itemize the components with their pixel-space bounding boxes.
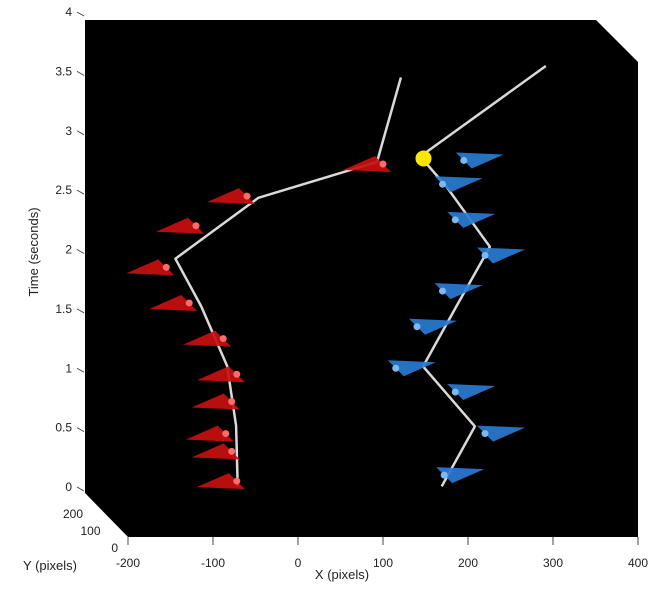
x-axis-label: X (pixels) (315, 567, 369, 582)
z-tick-label: 0.5 (55, 421, 72, 435)
z-tick (76, 367, 85, 373)
x-tick-label: 300 (543, 556, 563, 570)
orientation-marker (455, 152, 504, 169)
orientation-marker (387, 360, 436, 377)
position-point (162, 263, 170, 271)
position-point (439, 180, 446, 188)
position-point (185, 299, 193, 307)
orientation-marker (477, 425, 525, 442)
orientation-marker (191, 393, 240, 410)
x-tick-label: 100 (373, 556, 393, 570)
orientation-marker (343, 156, 391, 172)
orientation-marker (436, 467, 485, 484)
z-tick (76, 249, 85, 254)
orientation-marker (409, 318, 457, 335)
z-tick-label: 1.5 (55, 302, 72, 316)
series-group (387, 64, 547, 488)
position-point (243, 192, 251, 200)
position-point (228, 447, 236, 455)
orientation-marker (447, 384, 496, 400)
z-tick-label: 3 (65, 124, 72, 138)
z-tick (76, 70, 85, 76)
y-tick-label: 100 (80, 524, 100, 538)
orientation-marker (434, 176, 483, 193)
position-point (228, 398, 236, 405)
z-tick (76, 427, 85, 433)
position-point (219, 335, 227, 343)
orientation-marker (126, 259, 175, 276)
orientation-marker (477, 247, 525, 264)
orientation-marker (191, 443, 240, 460)
z-tick (76, 486, 85, 492)
z-tick (76, 189, 85, 195)
orientation-marker (183, 330, 232, 347)
position-point (481, 251, 489, 259)
series-group (126, 77, 403, 490)
z-tick-label: 0 (65, 480, 72, 494)
orientation-marker (196, 366, 245, 383)
z-tick-label: 2.5 (55, 183, 72, 197)
orientation-marker (207, 188, 255, 205)
y-tick-label: 200 (63, 507, 83, 521)
position-point (451, 388, 459, 396)
position-point (460, 156, 468, 164)
orientation-marker (196, 473, 245, 490)
position-point (233, 477, 241, 485)
orientation-marker (185, 425, 234, 442)
x-tick-label: 400 (628, 556, 648, 570)
z-tick (76, 308, 85, 314)
x-tick-label: 200 (458, 556, 478, 570)
position-point (222, 430, 230, 438)
y-tick-label: 0 (111, 541, 118, 555)
z-tick (76, 11, 85, 17)
position-point (233, 370, 241, 378)
start-marker (415, 150, 432, 167)
position-point (379, 160, 387, 168)
z-tick-label: 3.5 (55, 64, 72, 78)
orientation-marker (156, 217, 204, 234)
position-point (481, 430, 489, 438)
z-tick-label: 2 (65, 243, 72, 257)
y-axis-label: Y (pixels) (23, 558, 77, 573)
x-tick-label: -200 (116, 556, 140, 570)
z-axis-label: Time (seconds) (26, 207, 41, 296)
x-tick-label: -100 (201, 556, 225, 570)
x-tick-label: 0 (295, 556, 302, 570)
position-point (392, 364, 400, 372)
z-tick-label: 4 (65, 5, 72, 19)
position-point (413, 323, 421, 331)
orientation-marker (447, 211, 496, 228)
position-point (192, 222, 200, 230)
orientation-marker (149, 294, 198, 311)
plot-background (85, 20, 638, 537)
position-point (439, 287, 446, 295)
position-point (440, 471, 448, 479)
z-tick-label: 1 (65, 361, 72, 375)
position-point (451, 216, 459, 224)
z-tick (76, 130, 85, 136)
orientation-marker (434, 283, 483, 300)
